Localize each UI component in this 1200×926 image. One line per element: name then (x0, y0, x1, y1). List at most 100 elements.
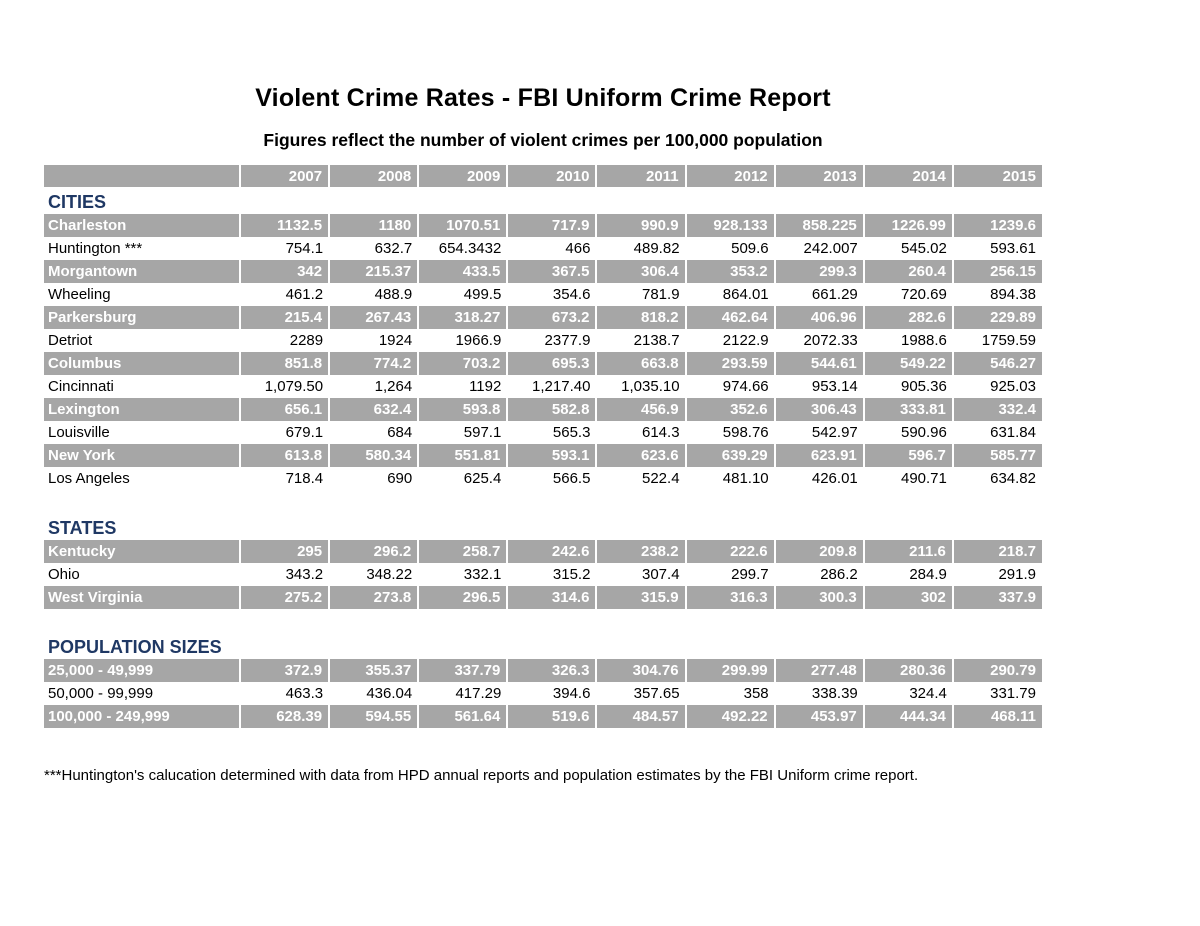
value-cell: 337.9 (952, 586, 1042, 609)
value-cell: 593.1 (507, 444, 598, 467)
value-cell: 304.76 (596, 659, 687, 682)
year-header: 2014 (863, 165, 954, 187)
value-cell: 1,079.50 (264, 378, 324, 395)
value-cell: 332.1 (463, 566, 502, 583)
value-cell: 306.43 (774, 398, 865, 421)
value-cell: 894.38 (990, 286, 1036, 303)
value-cell: 488.9 (374, 286, 413, 303)
value-cell: 238.2 (596, 540, 687, 563)
value-cell: 858.225 (774, 214, 865, 237)
row-label: Louisville (48, 424, 110, 441)
value-cell: 484.57 (596, 705, 687, 728)
value-cell: 2289 (289, 332, 324, 349)
value-cell: 218.7 (952, 540, 1042, 563)
section-heading-row: POPULATION SIZES (44, 632, 1042, 659)
value-cell: 273.8 (329, 586, 420, 609)
value-cell: 296.2 (329, 540, 420, 563)
year-header: 2015 (952, 165, 1042, 187)
value-cell: 639.29 (685, 444, 776, 467)
value-cell: 394.6 (552, 685, 591, 702)
section-heading: POPULATION SIZES (48, 637, 222, 657)
section-heading-row: CITIES (44, 187, 1042, 214)
value-cell: 468.11 (952, 705, 1042, 728)
value-cell: 215.37 (329, 260, 420, 283)
value-cell: 358 (743, 685, 769, 702)
year-header-row: 2007 2008 2009 2010 2011 2012 2013 2014 2015 (44, 165, 1042, 187)
value-cell: 357.65 (633, 685, 680, 702)
value-cell: 953.14 (811, 378, 858, 395)
value-cell: 661.29 (811, 286, 858, 303)
value-cell: 492.22 (685, 705, 776, 728)
value-cell: 905.36 (900, 378, 947, 395)
footnote: ***Huntington's calucation determined wi… (44, 767, 919, 784)
value-cell: 625.4 (463, 470, 502, 487)
value-cell: 679.1 (285, 424, 324, 441)
value-cell: 566.5 (552, 470, 591, 487)
value-cell: 258.7 (418, 540, 509, 563)
row-label: Parkersburg (44, 306, 241, 329)
year-header: 2012 (685, 165, 776, 187)
value-cell: 315.9 (596, 586, 687, 609)
value-cell: 295 (240, 540, 331, 563)
value-cell: 1966.9 (455, 332, 502, 349)
value-cell: 293.59 (685, 352, 776, 375)
value-cell: 306.4 (596, 260, 687, 283)
section-heading: CITIES (48, 192, 107, 212)
table-row: 50,000 - 99,999 463.3 436.04 417.29 394.6 357… (44, 682, 1042, 705)
value-cell: 717.9 (507, 214, 598, 237)
value-cell: 632.7 (374, 240, 413, 257)
value-cell: 302 (863, 586, 954, 609)
value-cell: 406.96 (774, 306, 865, 329)
table-row: Lexington 656.1 632.4 593.8 582.8 456.9 352.6 3… (44, 398, 1042, 421)
value-cell: 1924 (378, 332, 413, 349)
row-label: West Virginia (44, 586, 241, 609)
value-cell: 348.22 (366, 566, 413, 583)
value-cell: 453.97 (774, 705, 865, 728)
value-cell: 546.27 (952, 352, 1042, 375)
value-cell: 565.3 (552, 424, 591, 441)
table-row: 25,000 - 49,999 372.9 355.37 337.79 326.3 304… (44, 659, 1042, 682)
value-cell: 337.79 (418, 659, 509, 682)
value-cell: 542.97 (811, 424, 858, 441)
table-row: Louisville 679.1 684 597.1 565.3 614.3 598.76 5… (44, 421, 1042, 444)
value-cell: 582.8 (507, 398, 598, 421)
value-cell: 663.8 (596, 352, 687, 375)
value-cell: 331.79 (990, 685, 1036, 702)
value-cell: 314.6 (507, 586, 598, 609)
row-label: Kentucky (44, 540, 241, 563)
value-cell: 720.69 (900, 286, 947, 303)
value-cell: 703.2 (418, 352, 509, 375)
value-cell: 1239.6 (952, 214, 1042, 237)
table-row: Los Angeles 718.4 690 625.4 566.5 522.4 481.10… (44, 467, 1042, 490)
row-label: 100,000 - 249,999 (44, 705, 241, 728)
value-cell: 1,264 (374, 378, 413, 395)
value-cell: 436.04 (366, 685, 413, 702)
value-cell: 631.84 (990, 424, 1036, 441)
table-row: Detriot 2289 1924 1966.9 2377.9 2138.7 2122.9 2… (44, 329, 1042, 352)
value-cell: 307.4 (642, 566, 680, 583)
value-cell: 549.22 (863, 352, 954, 375)
value-cell: 300.3 (774, 586, 865, 609)
value-cell: 654.3432 (438, 240, 502, 257)
row-label: Huntington *** (48, 240, 143, 257)
value-cell: 634.82 (990, 470, 1036, 487)
value-cell: 461.2 (285, 286, 324, 303)
value-cell: 426.01 (811, 470, 858, 487)
value-cell: 318.27 (418, 306, 509, 329)
row-label: Lexington (44, 398, 241, 421)
value-cell: 974.66 (722, 378, 769, 395)
value-cell: 1759.59 (981, 332, 1036, 349)
value-cell: 597.1 (463, 424, 502, 441)
value-cell: 1192 (469, 378, 502, 395)
value-cell: 372.9 (240, 659, 331, 682)
value-cell: 623.91 (774, 444, 865, 467)
value-cell: 781.9 (642, 286, 680, 303)
year-header: 2008 (329, 165, 420, 187)
value-cell: 215.4 (240, 306, 331, 329)
table-row: Morgantown 342 215.37 433.5 367.5 306.4 353.2 2… (44, 260, 1042, 283)
value-cell: 211.6 (863, 540, 954, 563)
value-cell: 242.007 (803, 240, 858, 257)
row-label: New York (44, 444, 241, 467)
value-cell: 818.2 (596, 306, 687, 329)
year-header: 2013 (774, 165, 865, 187)
